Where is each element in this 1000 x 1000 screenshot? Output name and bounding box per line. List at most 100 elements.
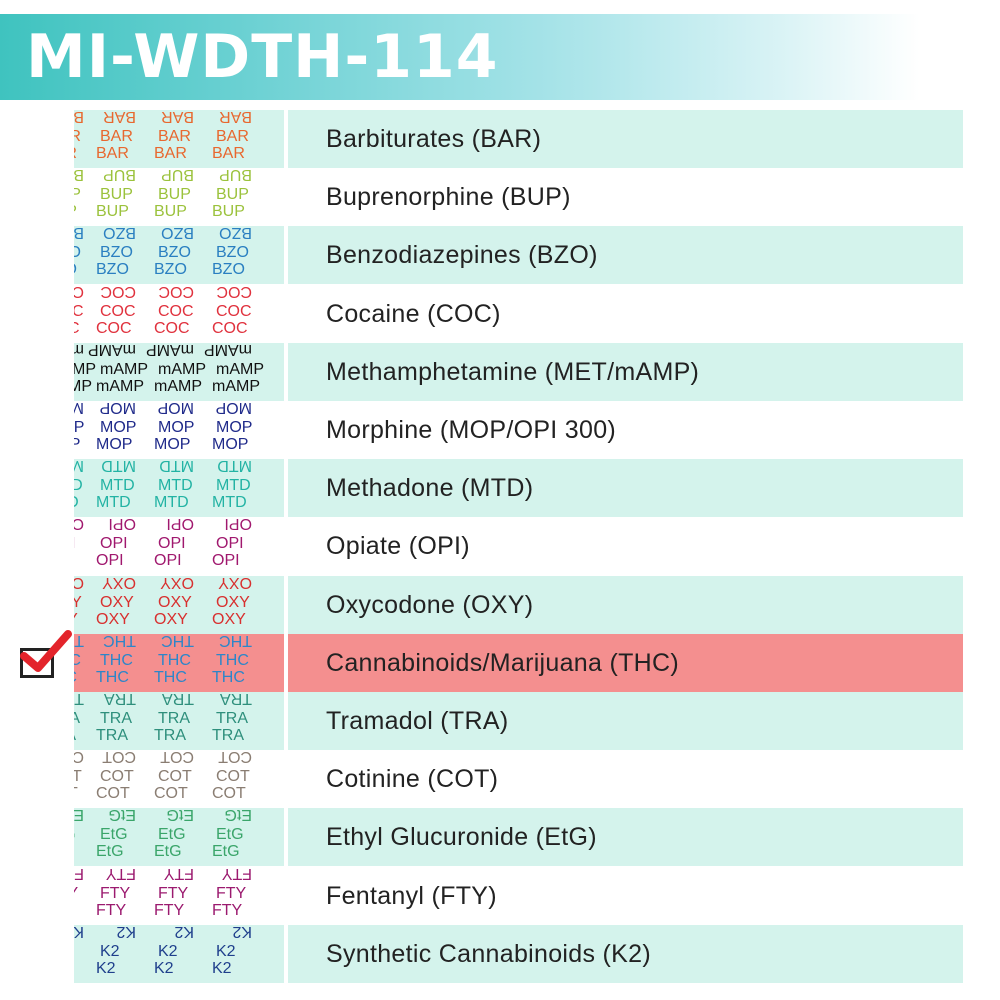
strip-code-mark: MOP [74, 401, 84, 416]
test-strip-swatch: MOPMOPMOPMOPMOPMOPMOPMOPMOPMOPMOPMOP [74, 401, 284, 459]
strip-code-mark: BAR [74, 145, 77, 162]
strip-code-mark: BUP [100, 186, 133, 203]
strip-code-mark: TRA [100, 710, 132, 727]
strip-code-mark: COC [216, 303, 252, 320]
strip-code-mark: BUP [158, 186, 191, 203]
strip-code-mark: TRA [162, 692, 194, 707]
strip-code-mark: TRA [104, 692, 136, 707]
strip-code-mark: COT [212, 785, 246, 802]
panel-label: Cotinine (COT) [326, 765, 499, 793]
panel-label-cell: Ethyl Glucuronide (EtG) [288, 808, 963, 866]
strip-code-mark: mAMP [100, 361, 148, 378]
strip-code-mark: COC [154, 320, 190, 337]
strip-code-mark: K2 [232, 925, 252, 940]
panel-label: Ethyl Glucuronide (EtG) [326, 823, 597, 851]
panel-label: Barbiturates (BAR) [326, 125, 542, 153]
test-strip-swatch: MTDMTDMTDMTDMTDMTDMTDMTDMTDMTDMTDMTD [74, 459, 284, 517]
panel-label-cell: Oxycodone (OXY) [288, 576, 963, 634]
strip-code-mark: OXY [218, 576, 252, 591]
strip-code-mark: BAR [158, 128, 191, 145]
panel-label-cell: Synthetic Cannabinoids (K2) [288, 925, 963, 983]
strip-pattern: BZOBZOBZOBZOBZOBZOBZOBZOBZOBZOBZOBZO [74, 226, 252, 278]
test-strip-swatch: BZOBZOBZOBZOBZOBZOBZOBZOBZOBZOBZOBZO [74, 226, 284, 284]
strip-code-mark: FTY [221, 867, 252, 882]
strip-pattern: OXYOXYOXYOXYOXYOXYOXYOXYOXYOXYOXYOXY [74, 576, 252, 628]
strip-code-mark: OPI [212, 552, 240, 569]
strip-pattern: EtGEtGEtGEtGEtGEtGEtGEtGEtGEtGEtGEtG [74, 808, 252, 860]
panel-label: Synthetic Cannabinoids (K2) [326, 940, 651, 968]
strip-code-mark: COC [216, 285, 252, 300]
panel-label-cell: Methamphetamine (MET/mAMP) [288, 343, 963, 401]
strip-code-mark: K2 [116, 925, 136, 940]
strip-code-mark: COT [160, 750, 194, 765]
strip-code-mark: TRA [212, 727, 244, 744]
strip-code-mark: MTD [158, 477, 193, 494]
strip-code-mark: EtG [216, 826, 244, 843]
panel-label: Buprenorphine (BUP) [326, 183, 571, 211]
strip-code-mark: BZO [74, 226, 84, 241]
strip-code-mark: mAMP [154, 378, 202, 395]
strip-code-mark: COC [100, 285, 136, 300]
strip-code-mark: FTY [216, 885, 247, 902]
strip-code-mark: MTD [217, 459, 252, 474]
strip-code-mark: mAMP [216, 361, 264, 378]
strip-code-mark: MOP [158, 401, 194, 416]
strip-code-mark: OXY [160, 576, 194, 591]
strip-code-mark: BAR [103, 110, 136, 125]
strip-code-mark: mAMP [158, 361, 206, 378]
panel-label: Methamphetamine (MET/mAMP) [326, 358, 700, 386]
strip-code-mark: BAR [154, 145, 187, 162]
strip-code-mark: BZO [219, 226, 252, 241]
strip-code-mark: mAMP [146, 343, 194, 358]
strip-code-mark: OXY [74, 611, 78, 628]
strip-code-mark: mAMP [74, 378, 92, 395]
strip-code-mark: COC [158, 285, 194, 300]
strip-code-mark: MTD [74, 494, 79, 511]
strip-code-mark: FTY [74, 885, 79, 902]
test-strip-swatch: BARBARBARBARBARBARBARBARBARBARBARBAR [74, 110, 284, 168]
page-title: MI-WDTH-114 [26, 22, 499, 92]
strip-code-mark: OPI [108, 517, 136, 532]
strip-code-mark: EtG [74, 826, 76, 843]
strip-code-mark: BUP [212, 203, 245, 220]
panel-label-cell: Buprenorphine (BUP) [288, 168, 963, 226]
strip-code-mark: FTY [105, 867, 136, 882]
strip-code-mark: OXY [74, 576, 84, 591]
panel-row-etg: EtGEtGEtGEtGEtGEtGEtGEtGEtGEtGEtGEtG Ethy… [0, 808, 1000, 866]
strip-code-mark: K2 [174, 925, 194, 940]
strip-code-mark: COT [74, 750, 84, 765]
strip-pattern: BUPBUPBUPBUPBUPBUPBUPBUPBUPBUPBUPBUP [74, 168, 252, 220]
strip-code-mark: BZO [161, 226, 194, 241]
strip-code-mark: mAMP [74, 361, 96, 378]
strip-code-mark: COT [74, 768, 82, 785]
strip-pattern: MTDMTDMTDMTDMTDMTDMTDMTDMTDMTDMTDMTD [74, 459, 252, 511]
strip-code-mark: BUP [96, 203, 129, 220]
strip-code-mark: K2 [212, 960, 232, 977]
strip-code-mark: THC [100, 652, 133, 669]
strip-code-mark: BAR [212, 145, 245, 162]
strip-code-mark: MTD [216, 477, 251, 494]
panel-row-fty: FTYFTYFTYFTYFTYFTYFTYFTYFTYFTYFTYFTYFent… [0, 867, 1000, 925]
strip-code-mark: MTD [100, 477, 135, 494]
strip-code-mark: MOP [74, 436, 80, 453]
strip-code-mark: MOP [100, 401, 136, 416]
panel-label-cell: Opiate (OPI) [288, 517, 963, 575]
panel-label: Oxycodone (OXY) [326, 591, 534, 619]
panel-row-opi: OPIOPIOPIOPIOPIOPIOPIOPIOPIOPIOPIOPI Opia… [0, 517, 1000, 575]
strip-code-mark: BZO [158, 244, 191, 261]
strip-code-mark: THC [154, 669, 187, 686]
strip-code-mark: THC [216, 652, 249, 669]
strip-code-mark: TRA [220, 692, 252, 707]
strip-code-mark: mAMP [204, 343, 252, 358]
strip-code-mark: BUP [161, 168, 194, 183]
strip-code-mark: TRA [158, 710, 190, 727]
panel-label-cell: Cotinine (COT) [288, 750, 963, 808]
strip-code-mark: COT [218, 750, 252, 765]
strip-code-mark: COC [74, 320, 80, 337]
strip-code-mark: THC [103, 634, 136, 649]
strip-code-mark: OPI [96, 552, 124, 569]
strip-code-mark: THC [158, 652, 191, 669]
strip-pattern: THCTHCTHCTHCTHCTHCTHCTHCTHCTHCTHCTHC [74, 634, 252, 686]
strip-code-mark: TRA [74, 727, 76, 744]
strip-code-mark: FTY [74, 867, 84, 882]
